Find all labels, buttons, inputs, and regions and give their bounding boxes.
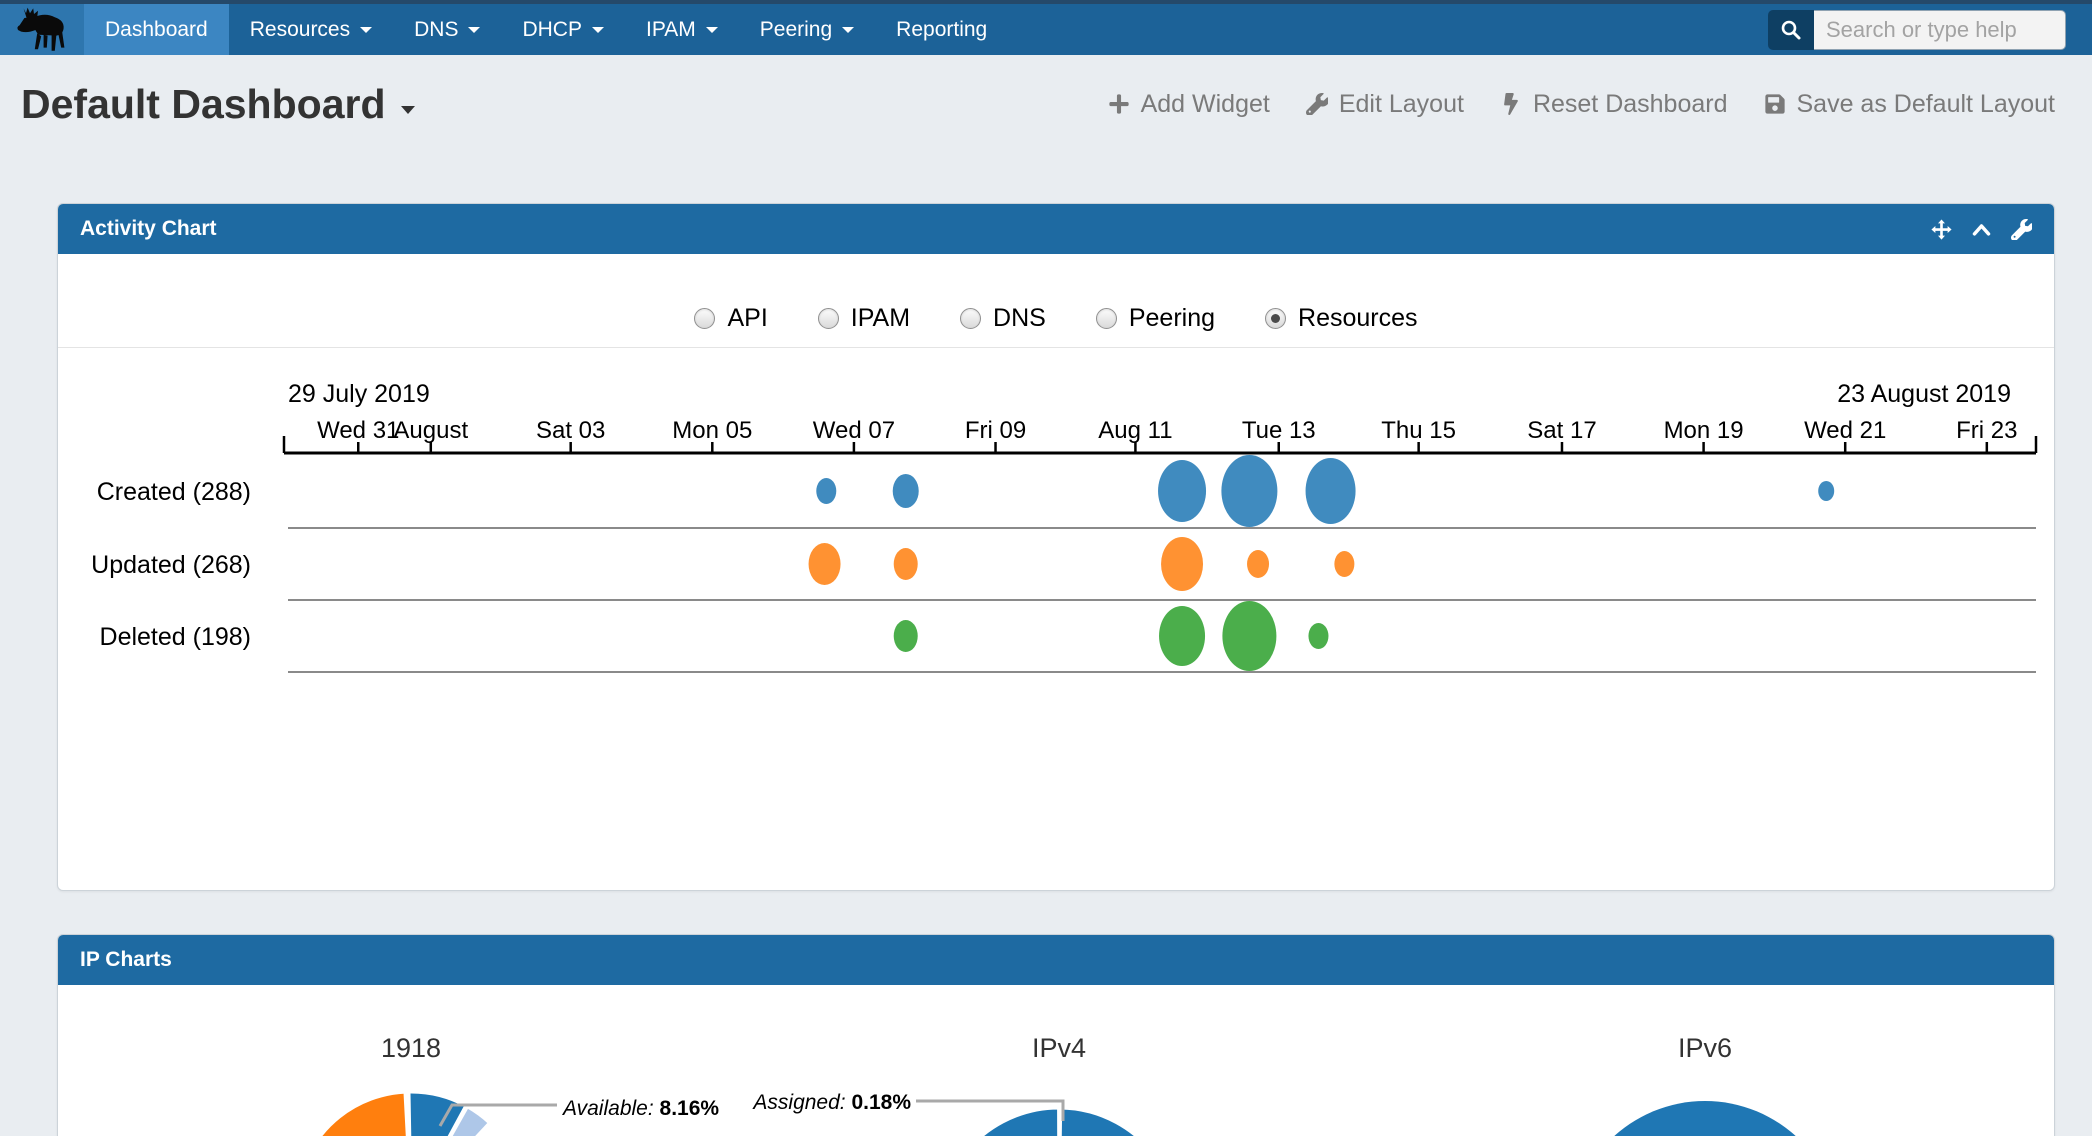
svg-text:Assigned: 0.18%: Assigned: 0.18% [751,1091,911,1114]
svg-text:Created (288): Created (288) [97,478,251,506]
moose-logo[interactable] [0,4,84,55]
svg-text:Deleted (198): Deleted (198) [100,623,251,651]
radio-label: DNS [993,304,1046,333]
search-group [1768,4,2092,55]
toolbar-edit-layout-button[interactable]: Edit Layout [1306,90,1464,119]
save-icon [1764,93,1786,115]
toolbar-save-as-default-layout-button[interactable]: Save as Default Layout [1764,90,2056,119]
radio-icon[interactable] [694,308,715,329]
radio-api[interactable]: API [694,304,767,333]
svg-text:IPv6: IPv6 [1678,1033,1732,1063]
svg-text:23 August 2019: 23 August 2019 [1837,380,2011,408]
nav-item-label: IPAM [646,18,696,42]
activity-filter-radios: API IPAM DNS Peering Resources [58,304,2054,333]
radio-label: Resources [1298,304,1418,333]
ip-charts-panel: IP Charts 1918 Available: 8.16% IPv4 Assign… [57,934,2055,1136]
caret-down-icon [842,27,854,33]
radio-selected-icon[interactable] [1265,308,1286,329]
nav-item-label: DHCP [522,18,582,42]
dashboard-header: Default Dashboard Add Widget Edit Layout R… [21,72,2055,136]
search-icon[interactable] [1768,10,1814,50]
moose-icon [13,6,71,54]
settings-icon[interactable] [2011,219,2032,240]
toolbar-reset-dashboard-button[interactable]: Reset Dashboard [1500,90,1728,119]
caret-down-icon [360,27,372,33]
plus-icon [1108,93,1130,115]
radio-icon[interactable] [818,308,839,329]
radio-ipam[interactable]: IPAM [818,304,910,333]
svg-text:Sat 03: Sat 03 [536,417,605,444]
activity-timeline-chart: 29 July 2019 23 August 2019 Wed 31August Sa… [58,254,2054,890]
wrench-icon [1306,93,1328,115]
svg-text:Wed 21: Wed 21 [1804,417,1886,444]
panel-title: IP Charts [80,948,172,972]
toolbar-add-widget-button[interactable]: Add Widget [1108,90,1270,119]
dashboard-toolbar: Add Widget Edit Layout Reset Dashboard Save… [1108,90,2055,119]
panel-title: Activity Chart [80,217,217,241]
toolbar-label: Add Widget [1141,90,1270,119]
svg-text:Tue 13: Tue 13 [1242,417,1316,444]
nav-item-label: Peering [760,18,832,42]
nav-item-label: DNS [414,18,458,42]
nav-item-label: Reporting [896,18,987,42]
toolbar-label: Edit Layout [1339,90,1464,119]
ip-panel-header: IP Charts [58,935,2054,985]
svg-text:Mon 05: Mon 05 [672,417,752,444]
page: Dashboard Resources DNS DHCP IPAM Peering Repo… [0,0,2092,1136]
radio-resources[interactable]: Resources [1265,304,1418,333]
svg-text:Wed 07: Wed 07 [813,417,895,444]
nav-item-dashboard[interactable]: Dashboard [84,4,229,55]
ip-panel-body: 1918 Available: 8.16% IPv4 Assigned: 0.18% I… [58,985,2054,1136]
bolt-icon [1500,93,1522,115]
activity-panel-header: Activity Chart [58,204,2054,254]
radio-icon[interactable] [1096,308,1117,329]
svg-text:Fri 09: Fri 09 [965,417,1026,444]
page-title[interactable]: Default Dashboard [21,81,415,128]
caret-down-icon [592,27,604,33]
nav-item-label: Resources [250,18,350,42]
ip-pie-charts: 1918 Available: 8.16% IPv4 Assigned: 0.18% I… [58,985,2054,1136]
nav-item-peering[interactable]: Peering [739,4,875,55]
svg-text:Sat 17: Sat 17 [1527,417,1596,444]
svg-text:Updated (268): Updated (268) [91,551,251,579]
caret-down-icon [468,27,480,33]
svg-text:Available: 8.16%: Available: 8.16% [561,1097,719,1120]
radio-icon[interactable] [960,308,981,329]
svg-text:1918: 1918 [381,1033,441,1063]
nav-menu: Dashboard Resources DNS DHCP IPAM Peering Repo… [84,4,1008,55]
svg-text:IPv4: IPv4 [1032,1033,1086,1063]
svg-text:August: August [393,417,468,444]
nav-item-dns[interactable]: DNS [393,4,501,55]
svg-text:Aug 11: Aug 11 [1098,417,1172,444]
collapse-icon[interactable] [1971,219,1992,240]
search-input[interactable] [1814,10,2066,50]
radio-dns[interactable]: DNS [960,304,1046,333]
svg-text:29 July 2019: 29 July 2019 [288,380,430,408]
nav-item-dhcp[interactable]: DHCP [501,4,625,55]
svg-text:Fri 23: Fri 23 [1956,417,2017,444]
chevron-down-icon [401,106,415,114]
toolbar-label: Save as Default Layout [1797,90,2056,119]
panel-header-icons [1931,219,2032,240]
radio-label: IPAM [851,304,910,333]
nav-item-reporting[interactable]: Reporting [875,4,1008,55]
move-icon[interactable] [1931,219,1952,240]
nav-item-label: Dashboard [105,18,208,42]
nav-item-resources[interactable]: Resources [229,4,393,55]
svg-text:Mon 19: Mon 19 [1664,417,1744,444]
svg-text:Thu 15: Thu 15 [1381,417,1456,444]
radio-label: API [727,304,767,333]
activity-chart-panel: Activity Chart API IPAM DNS Peering Resource… [57,203,2055,891]
activity-panel-body: APIIPAMDNSPeeringResources 29 July 20192… [58,254,2054,890]
page-title-text: Default Dashboard [21,81,386,128]
radio-label: Peering [1129,304,1215,333]
svg-text:Wed 31: Wed 31 [317,417,399,444]
top-navbar: Dashboard Resources DNS DHCP IPAM Peering Repo… [0,0,2092,55]
nav-item-ipam[interactable]: IPAM [625,4,739,55]
radio-peering[interactable]: Peering [1096,304,1215,333]
toolbar-label: Reset Dashboard [1533,90,1728,119]
caret-down-icon [706,27,718,33]
